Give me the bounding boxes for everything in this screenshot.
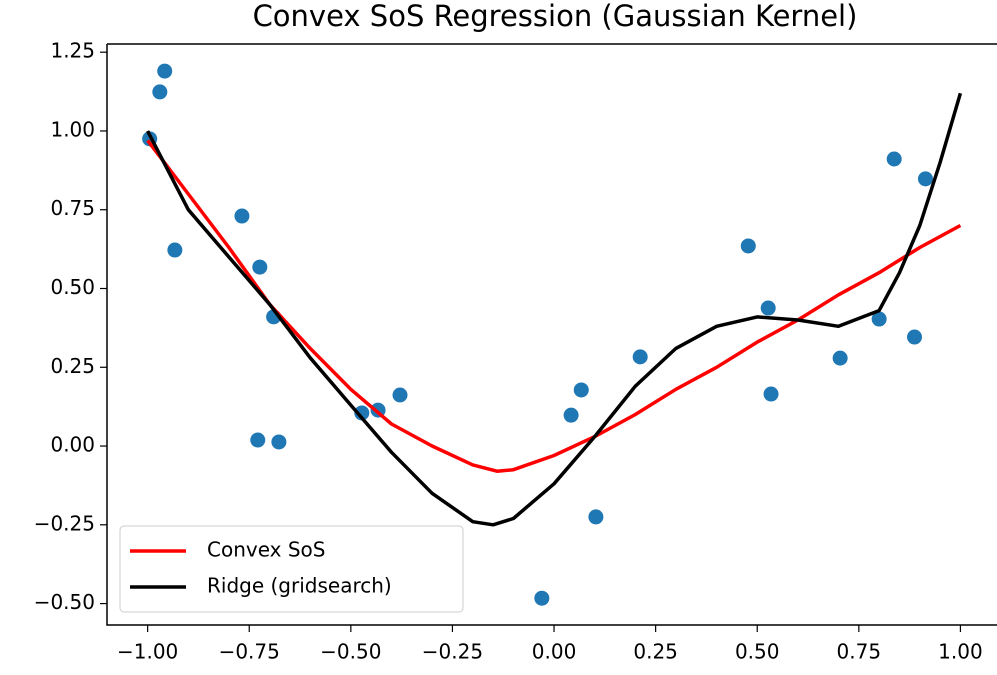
y-tick-label: 0.00 [50,433,95,457]
scatter-point [392,387,408,403]
legend-box [119,525,464,613]
x-tick-label: 1.00 [938,640,983,664]
scatter-point [563,407,579,423]
y-tick-label: 0.50 [50,275,95,299]
scatter-point [917,171,933,187]
x-tick-label: −0.25 [422,640,483,664]
y-tick-label: 0.25 [50,354,95,378]
scatter-point [871,311,887,327]
scatter-point [886,151,902,167]
x-tick-label: 0.25 [633,640,678,664]
x-tick-label: −1.00 [117,640,178,664]
y-tick-label: −0.50 [34,590,95,614]
y-tick-label: −0.25 [34,511,95,535]
scatter-point [832,350,848,366]
scatter-point [573,382,589,398]
y-tick-label: 0.75 [50,196,95,220]
x-tick-label: −0.50 [320,640,381,664]
x-tick-label: −0.75 [219,640,280,664]
scatter-point [271,434,287,450]
scatter-point [234,208,250,224]
chart-title: Convex SoS Regression (Gaussian Kernel) [253,0,858,33]
scatter-point [588,509,604,525]
line [146,139,962,473]
x-tick-label: 0.00 [532,640,577,664]
scatter-point [763,386,779,402]
scatter-point [157,63,173,79]
scatter-point [740,238,756,254]
y-tick-label: 1.00 [50,117,95,141]
scatter-point [632,349,648,365]
line [146,92,963,527]
scatter-point [167,242,183,258]
scatter-point [907,329,923,345]
scatter-point [152,84,168,100]
scatter-point [534,590,550,606]
legend-label: Convex SoS [207,538,326,562]
legend-label: Ridge (gridsearch) [207,574,392,598]
axes-frame [106,43,997,626]
y-tick-label: 1.25 [50,39,95,63]
x-tick-label: 0.50 [735,640,780,664]
scatter-point [250,432,266,448]
x-tick-label: 0.75 [837,640,882,664]
scatter-point [252,259,268,275]
scatter-point [760,300,776,316]
scatter-point [354,405,370,421]
